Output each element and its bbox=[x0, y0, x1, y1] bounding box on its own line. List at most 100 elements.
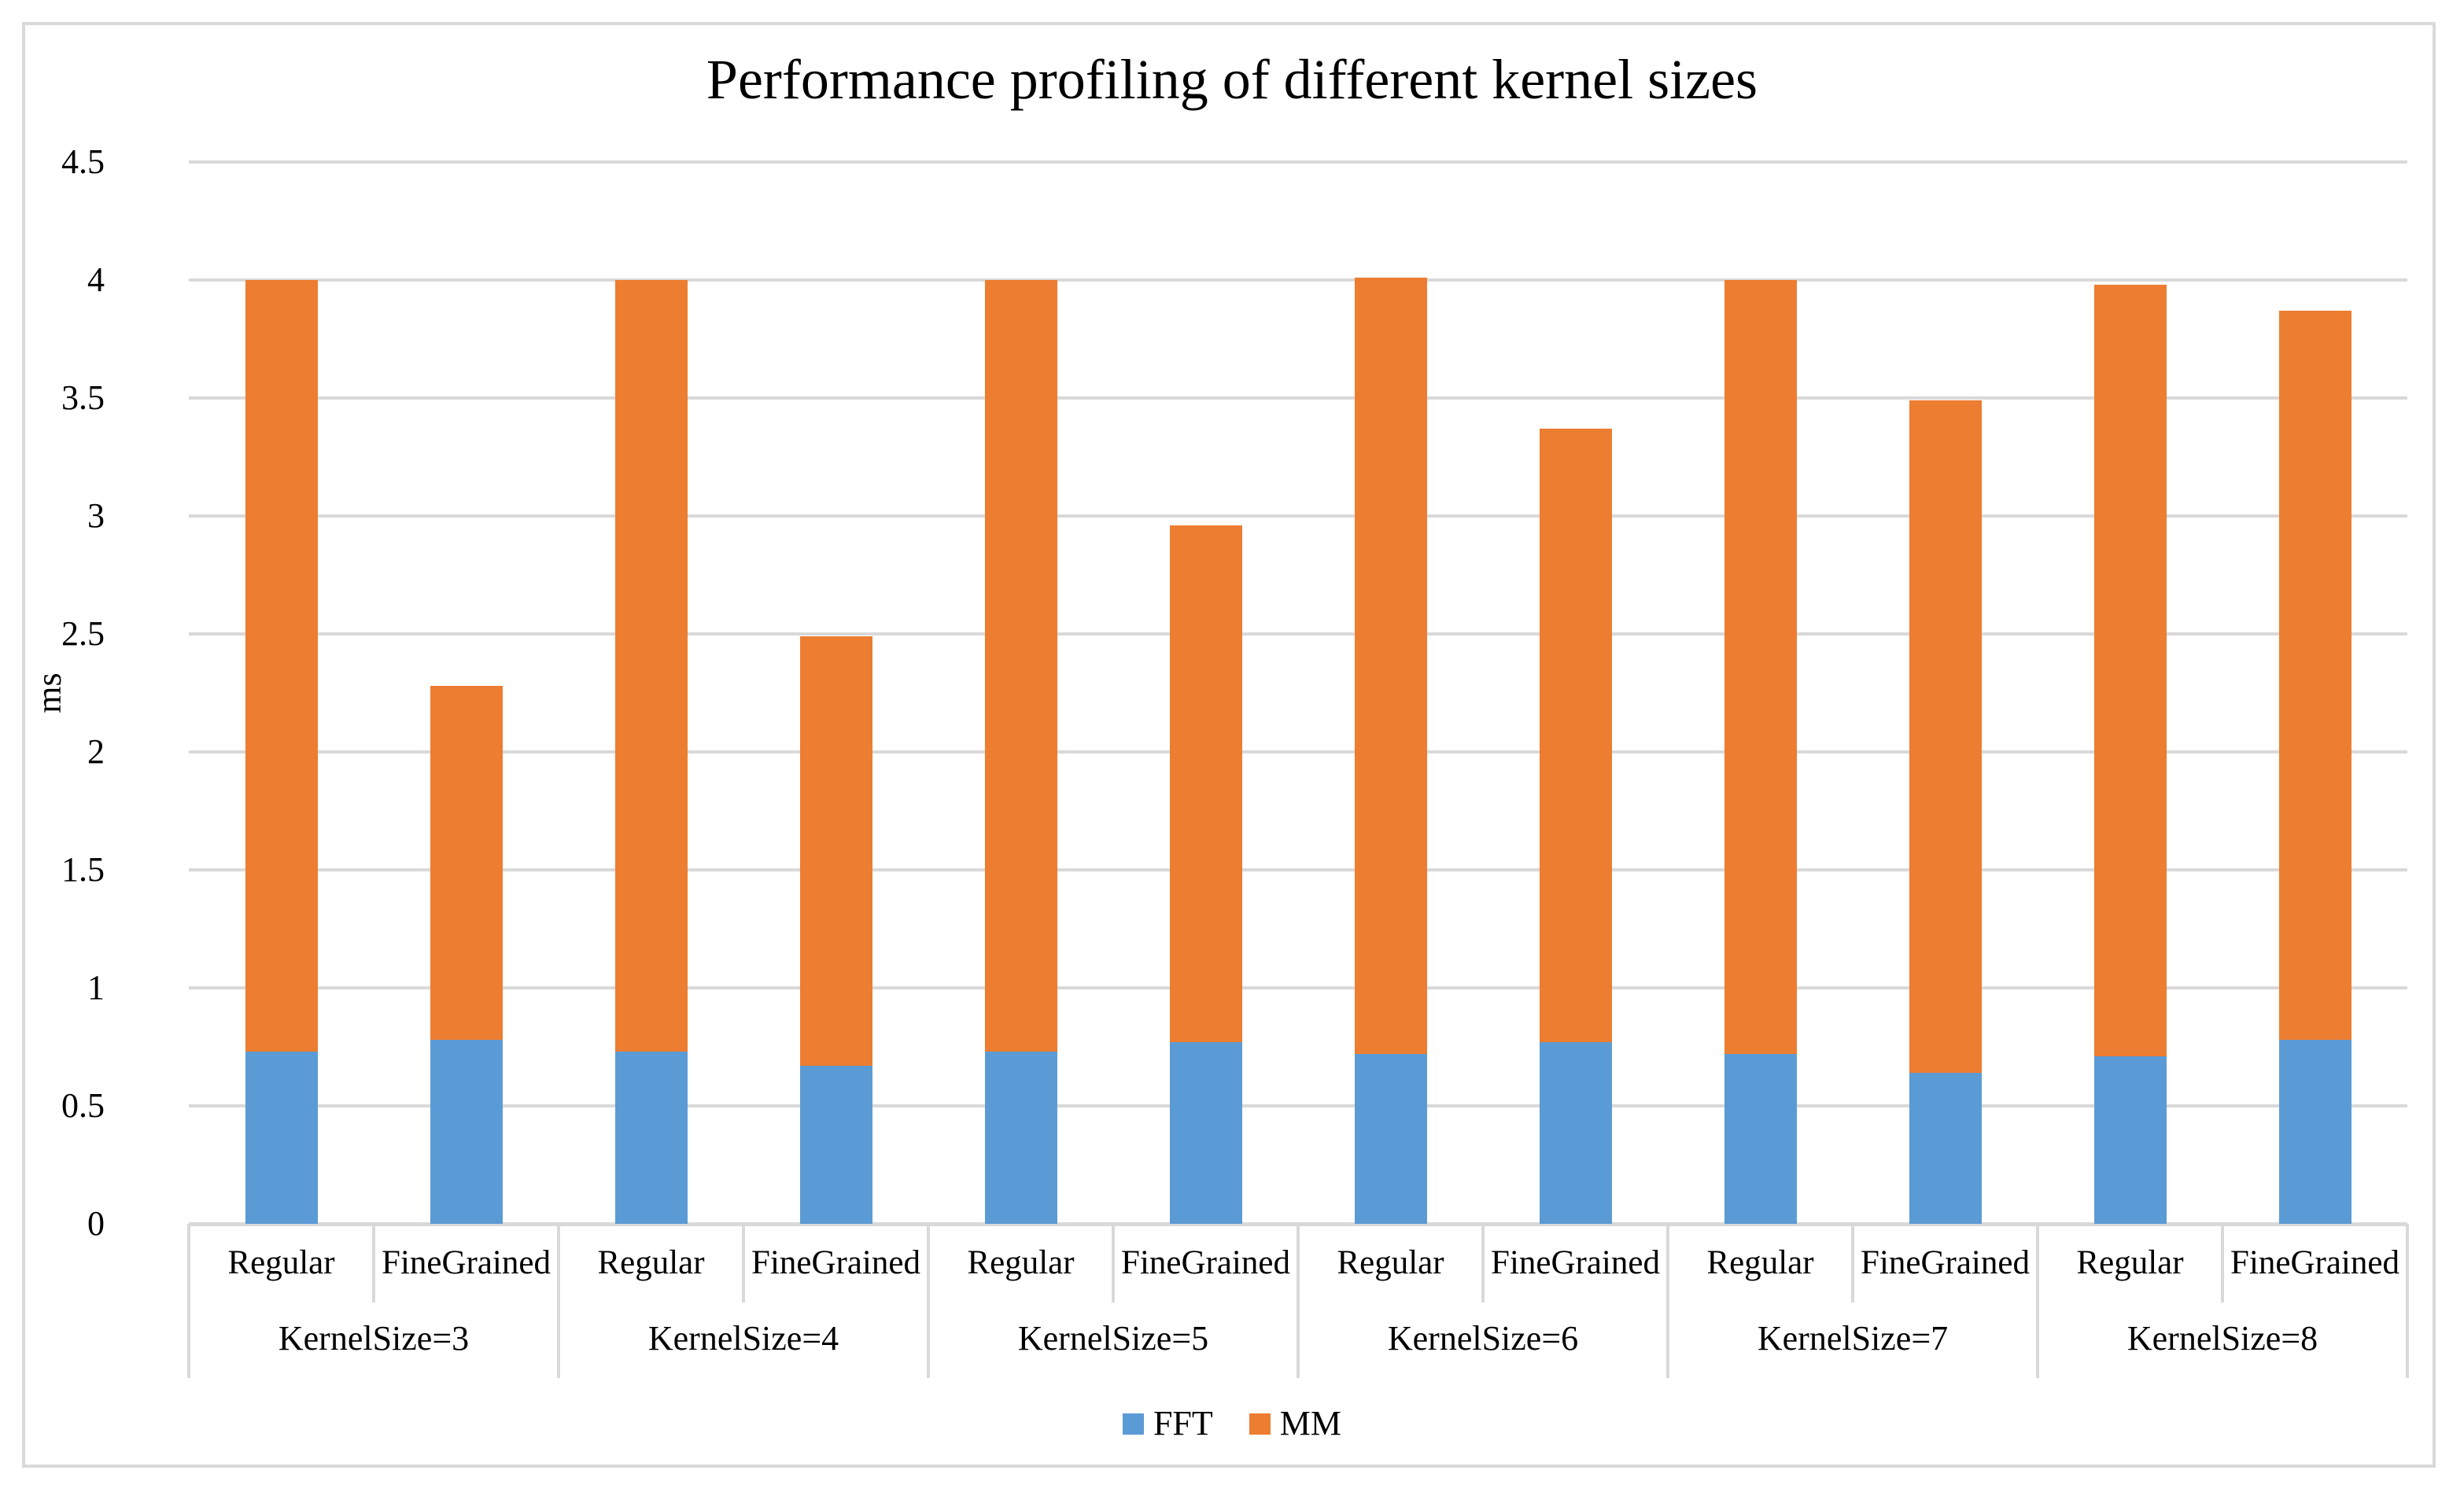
y-tick-label: 4.5 bbox=[61, 142, 105, 181]
bar-segment-mm bbox=[2093, 285, 2167, 1056]
bar-slot bbox=[1668, 162, 1853, 1224]
bar-segment-fft bbox=[1354, 1054, 1427, 1224]
group-separator bbox=[557, 1224, 560, 1378]
bar-segment-fft bbox=[245, 1052, 318, 1224]
category-label: Regular bbox=[597, 1244, 705, 1281]
category-separator bbox=[742, 1224, 745, 1303]
category-label: FineGrained bbox=[382, 1244, 551, 1281]
bar-slot bbox=[189, 162, 374, 1224]
category-label: FineGrained bbox=[2230, 1244, 2399, 1281]
y-tick-label: 4 bbox=[87, 260, 105, 299]
bar-stack bbox=[1724, 162, 1797, 1224]
gridline bbox=[189, 868, 2407, 871]
bar-segment-mm bbox=[799, 636, 872, 1066]
bar-stack bbox=[430, 162, 503, 1224]
bar-segment-fft bbox=[1724, 1054, 1797, 1224]
category-label: Regular bbox=[1706, 1244, 1814, 1281]
bar-stack bbox=[2093, 162, 2167, 1224]
legend: FFT MM bbox=[0, 1402, 2464, 1446]
bar-segment-mm bbox=[2278, 311, 2351, 1040]
bar-stack bbox=[2278, 162, 2351, 1224]
y-tick-label: 0.5 bbox=[61, 1086, 105, 1125]
gridline bbox=[189, 396, 2407, 400]
group-separator bbox=[1666, 1224, 1669, 1378]
group-label: KernelSize=4 bbox=[647, 1319, 839, 1358]
bar-stack bbox=[799, 162, 872, 1224]
bar-segment-fft bbox=[984, 1052, 1057, 1224]
category-separator bbox=[1481, 1224, 1485, 1303]
category-separator bbox=[372, 1224, 375, 1303]
bar-segment-fft bbox=[2278, 1040, 2351, 1224]
gridline bbox=[189, 1104, 2407, 1107]
bar-segment-fft bbox=[614, 1052, 688, 1224]
y-tick-label: 3.5 bbox=[61, 378, 105, 417]
bar-segment-fft bbox=[799, 1066, 872, 1224]
y-tick-label: 1 bbox=[87, 968, 105, 1007]
bar-segment-mm bbox=[245, 280, 318, 1052]
bar-segment-mm bbox=[1724, 280, 1797, 1054]
bar-slot bbox=[1298, 162, 1483, 1224]
category-separator bbox=[1112, 1224, 1115, 1303]
bar-slot bbox=[559, 162, 743, 1224]
gridline bbox=[189, 278, 2407, 282]
gridline bbox=[189, 986, 2407, 989]
plot-area: 0 0.5 1 1.5 2 2.5 3 3.5 4 4.5 bbox=[61, 145, 2407, 1241]
category-separator bbox=[1851, 1224, 1854, 1303]
group-label: KernelSize=7 bbox=[1757, 1319, 1949, 1358]
bar-segment-fft bbox=[1909, 1073, 1982, 1224]
gridline bbox=[189, 632, 2407, 636]
legend-swatch-fft bbox=[1122, 1413, 1144, 1435]
bar-slot bbox=[2038, 162, 2222, 1224]
category-label: FineGrained bbox=[1861, 1244, 2030, 1281]
category-label: Regular bbox=[227, 1244, 335, 1281]
bar-stack bbox=[614, 162, 688, 1224]
group-label: KernelSize=6 bbox=[1387, 1319, 1579, 1358]
bar-stack bbox=[1539, 162, 1612, 1224]
bar-segment-mm bbox=[1169, 525, 1242, 1042]
group-separator bbox=[187, 1224, 190, 1378]
bar-segment-mm bbox=[430, 686, 503, 1040]
group-separator bbox=[927, 1224, 930, 1378]
gridline bbox=[189, 514, 2407, 518]
bar-stack bbox=[245, 162, 318, 1224]
bar-stack bbox=[984, 162, 1057, 1224]
bar-stack bbox=[1354, 162, 1427, 1224]
bar-slot bbox=[928, 162, 1113, 1224]
bar-stack bbox=[1909, 162, 1982, 1224]
y-tick-label: 0 bbox=[87, 1204, 105, 1243]
bar-stack bbox=[1169, 162, 1242, 1224]
category-label: Regular bbox=[1337, 1244, 1444, 1281]
category-label: Regular bbox=[967, 1244, 1075, 1281]
gridline bbox=[189, 160, 2407, 164]
chart-title: Performance profiling of different kerne… bbox=[706, 48, 1758, 111]
bar-segment-mm bbox=[1539, 429, 1612, 1042]
bar-segment-fft bbox=[2093, 1056, 2167, 1224]
legend-label: MM bbox=[1279, 1404, 1342, 1443]
group-separator bbox=[2036, 1224, 2039, 1378]
y-axis-title: ms bbox=[30, 672, 68, 713]
bar-segment-fft bbox=[1539, 1042, 1612, 1224]
y-tick-label: 3 bbox=[87, 496, 105, 535]
bar-segment-fft bbox=[430, 1040, 503, 1224]
bar-slot bbox=[743, 162, 928, 1224]
category-label: FineGrained bbox=[1121, 1244, 1290, 1281]
bar-slot bbox=[2222, 162, 2407, 1224]
gridline bbox=[189, 750, 2407, 754]
y-tick-label: 1.5 bbox=[61, 850, 105, 889]
legend-item: FFT bbox=[1122, 1402, 1213, 1446]
bar-segment-mm bbox=[1354, 278, 1427, 1054]
category-axis-table: Regular FineGrained Regular FineGrained Regu… bbox=[187, 1224, 2409, 1381]
group-separator bbox=[2406, 1224, 2409, 1378]
group-label: KernelSize=3 bbox=[278, 1319, 470, 1358]
legend-swatch-mm bbox=[1249, 1413, 1271, 1435]
bar-segment-mm bbox=[984, 280, 1057, 1052]
bar-segment-mm bbox=[1909, 400, 1982, 1073]
group-label: KernelSize=8 bbox=[2126, 1319, 2318, 1358]
category-label: FineGrained bbox=[1491, 1244, 1660, 1281]
bar-segment-fft bbox=[1169, 1042, 1242, 1224]
bar-slot bbox=[1113, 162, 1298, 1224]
category-label: Regular bbox=[2076, 1244, 2184, 1281]
group-label: KernelSize=5 bbox=[1017, 1319, 1209, 1358]
legend-item: MM bbox=[1249, 1402, 1341, 1446]
